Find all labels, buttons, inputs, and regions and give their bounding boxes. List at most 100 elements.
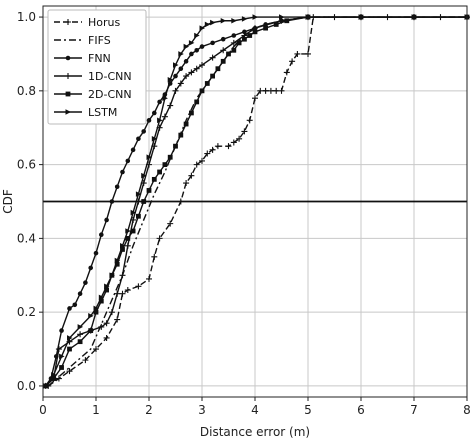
data-point — [98, 298, 104, 304]
data-point — [141, 129, 146, 134]
data-point — [220, 47, 227, 54]
y-tick-label: 0.0 — [17, 379, 36, 393]
data-point — [114, 316, 121, 323]
data-point — [246, 117, 253, 124]
data-point — [162, 95, 168, 102]
legend-item: 2D-CNN — [54, 88, 132, 101]
data-point — [273, 22, 279, 27]
y-tick-label: 0.2 — [17, 305, 36, 319]
data-point — [114, 184, 120, 190]
data-point — [183, 121, 189, 127]
data-point — [267, 87, 274, 94]
data-point — [252, 14, 258, 20]
legend-marker — [65, 55, 71, 61]
data-point — [177, 198, 184, 205]
data-point — [230, 139, 237, 146]
data-point — [183, 180, 190, 187]
data-point — [162, 162, 168, 168]
data-point — [231, 47, 237, 53]
x-tick-label: 2 — [145, 403, 153, 417]
data-point — [231, 33, 237, 38]
x-tick-label: 0 — [39, 403, 47, 417]
axis-ticks: 0 1 2 3 4 5 6 7 8 0.0 0.2 0.4 0.6 0.8 1.0 — [17, 10, 471, 417]
legend-item: FIFS — [54, 34, 111, 47]
data-point — [204, 81, 210, 86]
data-point — [77, 291, 83, 297]
legend-box — [47, 9, 147, 125]
data-point — [156, 235, 163, 242]
data-point — [130, 209, 137, 216]
data-point — [305, 14, 311, 20]
data-point — [209, 146, 216, 153]
legend-marker — [65, 19, 71, 25]
data-point — [173, 73, 178, 79]
y-tick-label: 1.0 — [17, 10, 36, 24]
data-point — [167, 102, 174, 109]
legend-label: LSTM — [88, 106, 117, 119]
data-point — [93, 250, 99, 256]
data-point — [98, 294, 105, 301]
data-point — [178, 51, 184, 57]
data-point — [252, 95, 258, 102]
data-point — [273, 87, 280, 94]
data-point — [194, 99, 200, 105]
data-point — [135, 283, 142, 290]
data-point — [146, 154, 152, 161]
data-point — [188, 69, 195, 76]
data-point — [183, 59, 189, 64]
data-point — [204, 21, 211, 28]
data-point — [193, 65, 200, 72]
data-point — [136, 136, 141, 142]
data-point — [199, 157, 205, 164]
data-point — [178, 66, 184, 72]
series-lstm — [43, 14, 470, 389]
series-layer — [42, 14, 470, 389]
data-point — [109, 199, 115, 204]
data-point — [358, 14, 364, 20]
data-point — [88, 313, 94, 319]
data-point — [209, 54, 216, 61]
data-point — [55, 346, 62, 353]
data-point — [188, 172, 195, 179]
data-point — [193, 161, 200, 168]
data-point — [124, 287, 131, 294]
data-point — [103, 334, 110, 341]
data-point — [51, 376, 56, 381]
data-point — [83, 280, 88, 285]
data-point — [283, 69, 290, 76]
data-point — [59, 365, 64, 370]
data-point — [93, 305, 99, 312]
legend-marker — [65, 91, 71, 97]
data-point — [199, 44, 205, 49]
data-point — [146, 275, 152, 282]
data-point — [109, 272, 115, 279]
data-point — [114, 290, 121, 297]
data-point — [183, 73, 190, 80]
data-point — [161, 113, 168, 120]
data-point — [98, 323, 105, 330]
legend-item: LSTM — [54, 106, 117, 119]
data-point — [99, 232, 104, 237]
data-point — [157, 99, 162, 105]
data-point — [225, 143, 232, 150]
data-point — [77, 331, 84, 338]
x-tick-label: 7 — [410, 403, 418, 417]
data-point — [51, 372, 57, 378]
data-point — [125, 228, 131, 234]
data-point — [188, 40, 195, 46]
data-point — [172, 87, 179, 94]
data-point — [305, 50, 311, 57]
data-point — [67, 346, 72, 352]
data-point — [247, 33, 253, 38]
data-point — [252, 29, 258, 35]
data-point — [151, 135, 158, 142]
data-point — [77, 339, 83, 345]
data-point — [279, 14, 285, 20]
data-point — [146, 188, 152, 193]
data-point — [141, 172, 147, 179]
legend-label: 1D-CNN — [88, 70, 132, 83]
data-point — [135, 191, 142, 197]
legend-label: FIFS — [88, 34, 111, 47]
data-point — [199, 25, 205, 31]
data-point — [151, 253, 158, 260]
